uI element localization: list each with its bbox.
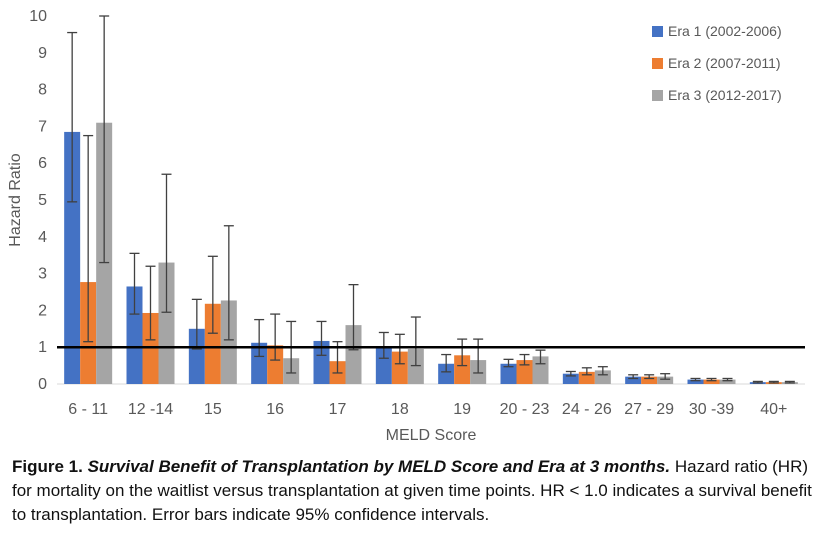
x-tick-label: 18	[391, 401, 409, 418]
x-tick-label: 17	[329, 401, 347, 418]
bar	[345, 325, 362, 384]
y-tick-label: 5	[38, 192, 47, 209]
caption-title: Survival Benefit of Transplantation by M…	[87, 457, 671, 476]
bar	[657, 376, 674, 384]
bar	[641, 376, 658, 384]
bar	[375, 348, 392, 384]
bar	[251, 342, 268, 384]
bar	[407, 349, 424, 384]
y-tick-label: 8	[38, 82, 47, 99]
x-tick-label: 15	[204, 401, 222, 418]
legend-label: Era 2 (2007-2011)	[668, 55, 781, 71]
error-bar-group	[67, 15, 795, 384]
y-tick-label: 0	[38, 376, 47, 393]
y-tick-label: 6	[38, 155, 47, 172]
caption-figure-number: Figure 1.	[12, 457, 88, 476]
x-tick-label: 19	[453, 401, 471, 418]
y-axis-ticks: 0 1 2 3 4 5 6 7 8 9 10	[29, 8, 47, 393]
legend: Era 1 (2002-2006) Era 2 (2007-2011) Era 3 …	[639, 17, 801, 119]
bar	[188, 328, 205, 384]
x-tick-label: 30 -39	[689, 401, 734, 418]
y-tick-label: 3	[38, 266, 47, 283]
x-tick-label: 24 - 26	[562, 401, 612, 418]
x-axis-ticks: 6 - 11 12 -14 15 16 17 18 19 20 - 23 24 - 26 27 -…	[68, 401, 787, 418]
bar	[267, 345, 284, 384]
bar	[719, 379, 736, 384]
x-axis-title: MELD Score	[386, 427, 477, 444]
legend-label: Era 1 (2002-2006)	[668, 23, 782, 39]
bar	[142, 312, 159, 384]
x-tick-label: 20 - 23	[500, 401, 550, 418]
hazard-ratio-chart: 0 1 2 3 4 5 6 7 8 9 10 6 - 11 12 -14 15 16 17 18 19 20 - …	[7, 8, 805, 444]
caption-body: Hazard ratio (HR) for mortality on the w…	[12, 457, 812, 524]
x-tick-label: 40+	[760, 401, 787, 418]
bar	[126, 286, 143, 384]
x-tick-label: 12 -14	[128, 401, 173, 418]
bar	[703, 379, 720, 384]
x-tick-label: 6 - 11	[68, 401, 108, 418]
y-tick-label: 10	[29, 8, 47, 25]
y-tick-label: 7	[38, 118, 47, 135]
y-tick-label: 2	[38, 302, 47, 319]
bar	[391, 351, 408, 384]
bar	[500, 363, 517, 384]
x-tick-label: 27 - 29	[624, 401, 674, 418]
legend-label: Era 3 (2012-2017)	[668, 87, 782, 103]
legend-box	[639, 17, 801, 119]
y-tick-label: 4	[38, 229, 47, 246]
legend-swatch	[652, 90, 663, 101]
bar	[64, 131, 81, 384]
bar	[687, 379, 704, 384]
bar	[204, 303, 221, 384]
bar	[158, 262, 175, 384]
bar	[438, 363, 455, 384]
bar	[313, 340, 330, 384]
bar	[220, 300, 237, 384]
y-tick-label: 1	[38, 339, 47, 356]
legend-swatch	[652, 26, 663, 37]
bar	[562, 373, 579, 384]
bar	[625, 376, 642, 384]
x-tick-label: 16	[266, 401, 284, 418]
y-axis-title: Hazard Ratio	[7, 153, 24, 246]
bar-group	[64, 122, 798, 384]
y-tick-label: 9	[38, 45, 47, 62]
bar	[594, 370, 611, 384]
figure-caption: Figure 1. Survival Benefit of Transplant…	[12, 455, 817, 527]
bar	[516, 360, 533, 384]
legend-swatch	[652, 58, 663, 69]
bar	[454, 355, 471, 384]
